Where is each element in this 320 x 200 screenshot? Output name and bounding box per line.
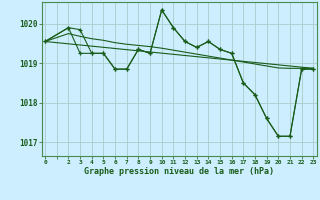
X-axis label: Graphe pression niveau de la mer (hPa): Graphe pression niveau de la mer (hPa) xyxy=(84,167,274,176)
